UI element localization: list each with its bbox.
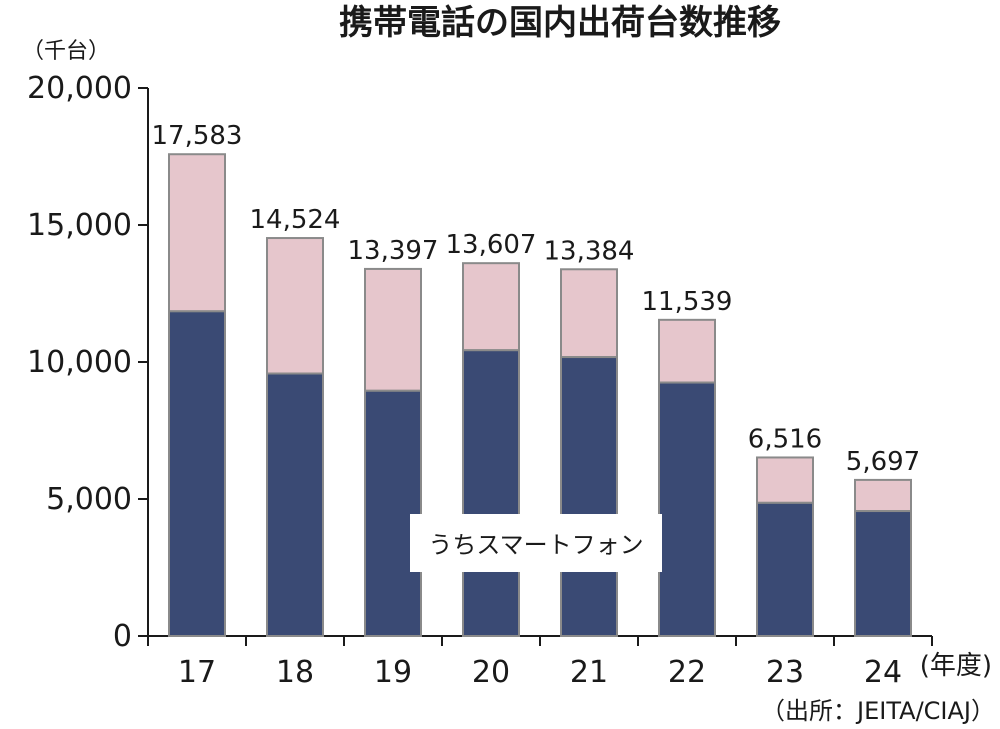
data-label: 17,583: [152, 121, 243, 151]
bar-smartphone: [658, 381, 716, 637]
y-tick-label: 5,000: [46, 482, 132, 517]
x-tick-label: 20: [472, 655, 510, 690]
data-label: 11,539: [642, 287, 733, 317]
y-tick-label: 20,000: [27, 71, 132, 106]
x-axis-unit: (年度): [920, 651, 992, 681]
x-tick-label: 18: [276, 655, 314, 690]
series-callout: うちスマートフォン: [410, 514, 662, 572]
x-tick-label: 17: [178, 655, 216, 690]
bar-other: [266, 237, 324, 375]
chart-title: 携帯電話の国内出荷台数推移: [339, 3, 781, 43]
bar-other: [854, 478, 912, 513]
x-tick-label: 23: [766, 655, 804, 690]
bar-other: [658, 318, 716, 384]
bar-other: [560, 268, 618, 359]
bar-smartphone: [854, 510, 912, 637]
data-label: 14,524: [250, 205, 341, 235]
bar-smartphone: [462, 349, 520, 637]
y-tick-label: 0: [113, 619, 132, 654]
bar-smartphone: [364, 389, 422, 637]
data-label: 13,607: [446, 230, 537, 260]
bar-smartphone: [756, 501, 814, 637]
bar-other: [168, 153, 226, 313]
x-tick-label: 24: [864, 655, 902, 690]
series-callout-box: [410, 514, 662, 572]
y-axis: 0 5,000 10,000 15,000 20,000: [27, 71, 149, 654]
data-label: 6,516: [748, 424, 822, 454]
source-note: （出所：JEITA/CIAJ）: [761, 697, 995, 725]
bar-other: [364, 267, 422, 392]
bars: [168, 153, 912, 637]
bar-smartphone: [168, 310, 226, 637]
y-tick-label: 10,000: [27, 345, 132, 380]
y-axis-unit: （千台）: [22, 39, 110, 64]
x-tick-label: 22: [668, 655, 706, 690]
x-axis: 17 18 19 20 21 22 23 24: [147, 635, 933, 690]
y-tick-label: 15,000: [27, 208, 132, 243]
bar-smartphone: [560, 356, 618, 637]
x-tick-label: 21: [570, 655, 608, 690]
data-label: 5,697: [846, 447, 920, 477]
x-tick-label: 19: [374, 655, 412, 690]
bar-other: [462, 262, 520, 352]
series-callout-label: うちスマートフォン: [428, 531, 643, 559]
bar-other: [756, 456, 814, 504]
data-label: 13,384: [544, 236, 635, 266]
bar-smartphone: [266, 372, 324, 637]
data-label: 13,397: [348, 236, 439, 266]
